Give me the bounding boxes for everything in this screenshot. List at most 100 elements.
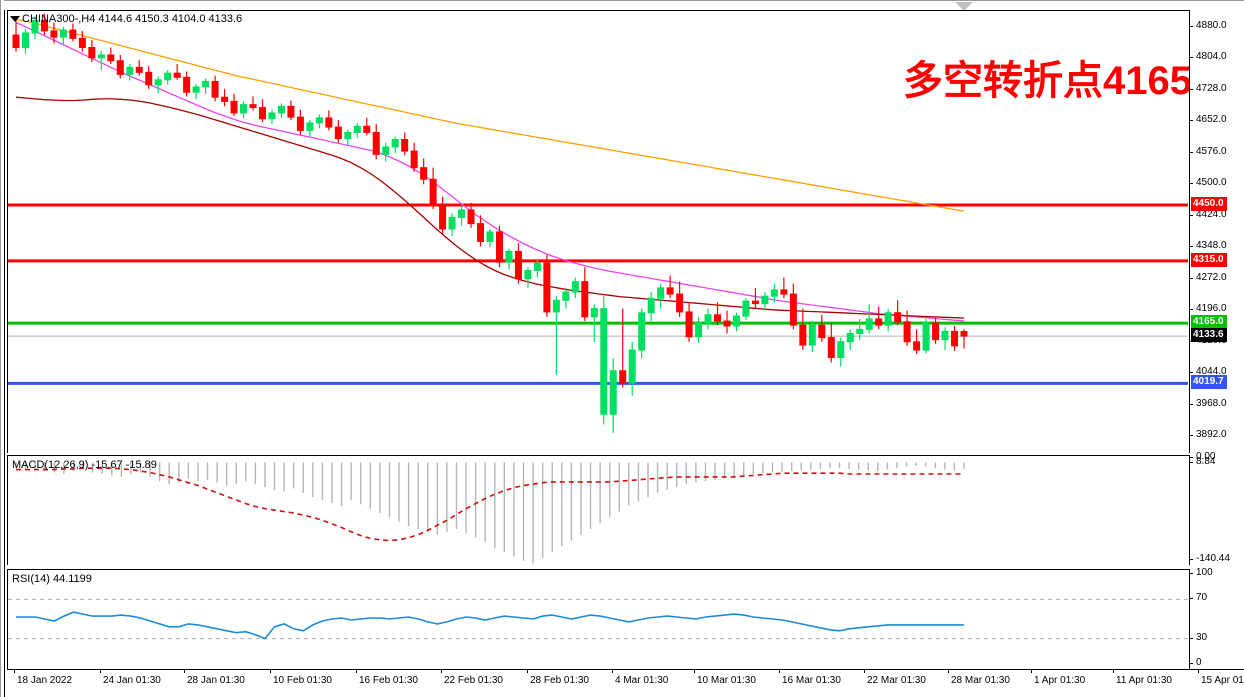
candle-body bbox=[287, 105, 295, 118]
candle-body bbox=[448, 216, 456, 230]
candle-body bbox=[524, 269, 532, 280]
macd-tick-label: 0.00 bbox=[1196, 451, 1216, 463]
candle-body bbox=[306, 122, 314, 131]
price-tick bbox=[1189, 372, 1193, 374]
rsi-tick-label: 30 bbox=[1196, 631, 1208, 643]
candle-body bbox=[192, 86, 200, 93]
macd-axis-scale[interactable]: 0.00 8.84 -140.44 bbox=[1189, 451, 1244, 565]
candle-body bbox=[145, 71, 153, 86]
candle-body bbox=[268, 112, 276, 120]
candle-body bbox=[59, 29, 67, 38]
price-tick-label: 4500.0 bbox=[1196, 177, 1227, 189]
candle-body bbox=[846, 332, 854, 343]
rsi-chart-canvas bbox=[8, 598, 1188, 640]
time-axis-label: 22 Feb 01:30 bbox=[444, 675, 503, 686]
time-axis-tick bbox=[356, 670, 357, 673]
candle-body bbox=[543, 262, 551, 313]
axis-line bbox=[1189, 10, 1190, 453]
price-tick bbox=[1189, 246, 1193, 248]
candle-body bbox=[951, 330, 959, 347]
window-frame-top bbox=[0, 0, 1244, 4]
candle-body bbox=[837, 341, 845, 358]
price-tick-label: 4424.0 bbox=[1196, 208, 1227, 220]
macd-tick bbox=[1189, 462, 1193, 464]
rsi-indicator-panel[interactable] bbox=[7, 569, 1189, 669]
candle-body bbox=[296, 116, 304, 131]
price-tick bbox=[1189, 25, 1193, 27]
candle-body bbox=[685, 311, 693, 338]
price-tag-resistance-upper[interactable]: 4450.0 bbox=[1191, 196, 1227, 211]
rsi-tick bbox=[1189, 598, 1193, 600]
time-axis-tick bbox=[1031, 670, 1032, 673]
candle-body bbox=[761, 295, 769, 305]
price-chart-panel[interactable] bbox=[7, 10, 1189, 453]
candle-body bbox=[628, 349, 636, 384]
candle-body bbox=[941, 330, 949, 341]
price-tick-label: 4272.0 bbox=[1196, 271, 1227, 283]
candle-body bbox=[211, 80, 219, 98]
window-frame-left bbox=[0, 0, 4, 697]
candle-body bbox=[742, 300, 750, 317]
macd-indicator-panel[interactable] bbox=[7, 455, 1189, 565]
macd-signal-line bbox=[16, 467, 964, 542]
time-axis-label: 15 Apr 01:30 bbox=[1201, 675, 1244, 686]
time-axis-label: 11 Apr 01:30 bbox=[1116, 675, 1172, 686]
candle-body bbox=[334, 126, 342, 140]
candle-body bbox=[78, 37, 86, 48]
candle-body bbox=[382, 146, 390, 155]
scroll-thumb-icon[interactable] bbox=[955, 2, 973, 11]
candle-body bbox=[477, 223, 485, 242]
rsi-tick-label: 0 bbox=[1196, 657, 1202, 668]
price-axis-scale[interactable]: 4880.0 4804.0 4728.0 4652.0 4576.0 4500.0 4424… bbox=[1189, 10, 1244, 453]
chevron-down-icon[interactable] bbox=[10, 16, 20, 22]
time-axis[interactable]: 18 Jan 2022 24 Jan 01:30 28 Jan 01:30 10 Fe… bbox=[7, 669, 1244, 697]
candle-body bbox=[344, 131, 352, 140]
candle-body bbox=[903, 321, 911, 343]
candle-body bbox=[932, 322, 940, 341]
macd-tick-label: -140.44 bbox=[1196, 553, 1230, 564]
candle-body bbox=[372, 131, 380, 155]
candle-body bbox=[666, 287, 674, 295]
rsi-tick bbox=[1189, 637, 1193, 639]
candle-body bbox=[107, 54, 115, 62]
time-axis-label: 24 Jan 01:30 bbox=[103, 675, 161, 686]
time-axis-tick bbox=[612, 670, 613, 673]
candle-body bbox=[789, 293, 797, 326]
price-tick-label: 4728.0 bbox=[1196, 82, 1227, 94]
candle-body bbox=[50, 30, 58, 38]
candle-body bbox=[884, 312, 892, 326]
candle-body bbox=[865, 318, 873, 330]
time-axis-tick bbox=[864, 670, 865, 673]
candle-body bbox=[410, 150, 418, 169]
price-tag-pivot-support[interactable]: 4165.0 bbox=[1191, 315, 1227, 330]
time-axis-label: 22 Mar 01:30 bbox=[867, 675, 926, 686]
candle-body bbox=[221, 96, 229, 102]
candle-body bbox=[875, 318, 883, 326]
candle-body bbox=[571, 281, 579, 293]
price-tick bbox=[1189, 309, 1193, 311]
candle-body bbox=[135, 66, 143, 73]
candle-body bbox=[514, 250, 522, 280]
chart-annotation-text: 多空转折点4165 bbox=[903, 59, 1192, 103]
time-axis-label: 28 Feb 01:30 bbox=[530, 675, 589, 686]
candle-body bbox=[552, 299, 560, 313]
candle-body bbox=[913, 341, 921, 351]
price-tick bbox=[1189, 183, 1193, 185]
price-tick bbox=[1189, 57, 1193, 59]
candle-body bbox=[258, 107, 266, 120]
candle-body bbox=[780, 289, 788, 295]
rsi-axis-scale[interactable]: 100 70 30 0 bbox=[1189, 568, 1244, 669]
price-tick bbox=[1189, 88, 1193, 90]
price-tag-current-price[interactable]: 4133.6 bbox=[1191, 328, 1227, 343]
price-tick-label: 4196.0 bbox=[1196, 303, 1227, 315]
time-axis-tick bbox=[441, 670, 442, 673]
candle-body bbox=[467, 209, 475, 225]
rsi-label: RSI(14) 44.1199 bbox=[12, 573, 92, 585]
time-axis-label: 28 Mar 01:30 bbox=[951, 675, 1010, 686]
rsi-tick-label: 70 bbox=[1196, 592, 1208, 604]
candle-body bbox=[97, 54, 105, 59]
price-tag-support-lower[interactable]: 4019.7 bbox=[1191, 375, 1227, 390]
price-tag-resistance-lower[interactable]: 4315.0 bbox=[1191, 252, 1227, 267]
time-axis-tick bbox=[694, 670, 695, 673]
price-tick-label: 4804.0 bbox=[1196, 51, 1227, 63]
